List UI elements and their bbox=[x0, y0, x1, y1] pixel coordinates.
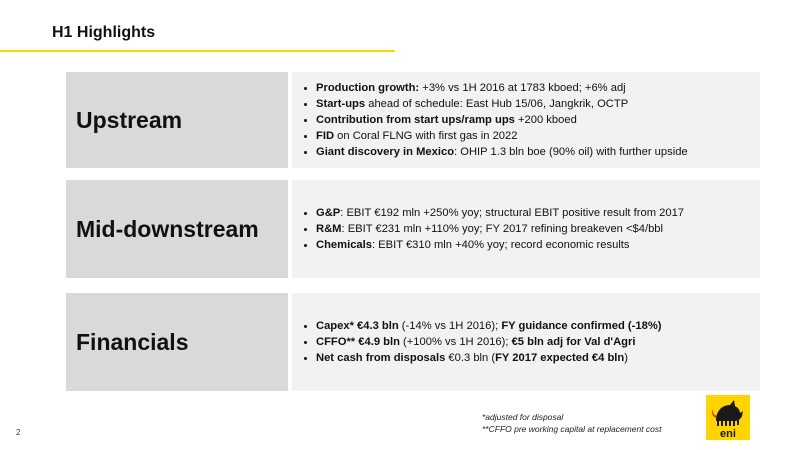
bullet-bold-text: Capex* €4.3 bln bbox=[316, 320, 399, 332]
bullet-item: Capex* €4.3 bln (-14% vs 1H 2016); FY gu… bbox=[316, 318, 760, 334]
bullet-text: €0.3 bln ( bbox=[445, 352, 496, 364]
bullet-text: ahead of schedule: East Hub 15/06, Jangk… bbox=[365, 98, 629, 110]
bullet-item: Chemicals: EBIT €310 mln +40% yoy; recor… bbox=[316, 237, 760, 253]
bullet-item: Net cash from disposals €0.3 bln (FY 201… bbox=[316, 350, 760, 366]
section-financials: Financials Capex* €4.3 bln (-14% vs 1H 2… bbox=[66, 293, 760, 391]
section-mid-downstream: Mid-downstream G&P: EBIT €192 mln +250% … bbox=[66, 180, 760, 278]
section-content: Capex* €4.3 bln (-14% vs 1H 2016); FY gu… bbox=[292, 293, 760, 391]
page-number: 2 bbox=[16, 428, 21, 437]
section-content: G&P: EBIT €192 mln +250% yoy; structural… bbox=[292, 180, 760, 278]
bullet-bold-text: Start-ups bbox=[316, 98, 366, 110]
section-content: Production growth: +3% vs 1H 2016 at 178… bbox=[292, 72, 760, 168]
section-label: Mid-downstream bbox=[66, 180, 288, 278]
bullet-bold-text: €5 bln adj for Val d'Agri bbox=[511, 336, 636, 348]
section-upstream: Upstream Production growth: +3% vs 1H 20… bbox=[66, 72, 760, 168]
bullet-bold-text: FID bbox=[316, 130, 335, 142]
bullet-text: (-14% vs 1H 2016); bbox=[398, 320, 502, 332]
footnote: *adjusted for disposal bbox=[482, 412, 564, 422]
bullet-bold-text: G&P bbox=[316, 207, 341, 219]
bullet-text: (+100% vs 1H 2016); bbox=[399, 336, 512, 348]
bullet-bold-text: FY guidance confirmed (-18%) bbox=[501, 320, 662, 332]
bullet-bold-text: Net cash from disposals bbox=[316, 352, 446, 364]
bullet-bold-text: Contribution from start ups/ramp ups bbox=[316, 114, 515, 126]
eni-logo: eni bbox=[706, 395, 750, 440]
bullet-bold-text: CFFO** €4.9 bln bbox=[316, 336, 400, 348]
bullet-item: G&P: EBIT €192 mln +250% yoy; structural… bbox=[316, 205, 760, 221]
bullet-item: Production growth: +3% vs 1H 2016 at 178… bbox=[316, 80, 760, 96]
footnotes: *adjusted for disposal **CFFO pre workin… bbox=[482, 411, 662, 435]
bullet-item: Giant discovery in Mexico: OHIP 1.3 bln … bbox=[316, 144, 760, 160]
bullet-text: : EBIT €231 mln +110% yoy; FY 2017 refin… bbox=[341, 223, 664, 235]
bullet-text: : EBIT €192 mln +250% yoy; structural EB… bbox=[340, 207, 685, 219]
title-underline bbox=[0, 50, 395, 52]
bullet-bold-text: R&M bbox=[316, 223, 342, 235]
bullet-bold-text: FY 2017 expected €4 bln bbox=[495, 352, 625, 364]
bullet-text: : EBIT €310 mln +40% yoy; record economi… bbox=[371, 239, 630, 251]
bullet-text: +200 kboed bbox=[514, 114, 577, 126]
bullet-text: : OHIP 1.3 bln boe (90% oil) with furthe… bbox=[454, 146, 688, 158]
page-title: H1 Highlights bbox=[52, 24, 156, 41]
bullet-item: FID on Coral FLNG with first gas in 2022 bbox=[316, 128, 760, 144]
bullet-item: Contribution from start ups/ramp ups +20… bbox=[316, 112, 760, 128]
bullet-list: Capex* €4.3 bln (-14% vs 1H 2016); FY gu… bbox=[302, 318, 760, 366]
bullet-list: Production growth: +3% vs 1H 2016 at 178… bbox=[302, 80, 760, 160]
bullet-text: ) bbox=[624, 352, 628, 364]
six-legged-dog-icon bbox=[712, 400, 743, 426]
bullet-bold-text: Production growth: bbox=[316, 82, 420, 94]
section-label: Upstream bbox=[66, 72, 288, 168]
bullet-bold-text: Chemicals bbox=[316, 239, 372, 251]
logo-wordmark: eni bbox=[720, 428, 736, 440]
bullet-text: on Coral FLNG with first gas in 2022 bbox=[334, 130, 518, 142]
bullet-item: R&M: EBIT €231 mln +110% yoy; FY 2017 re… bbox=[316, 221, 760, 237]
bullet-item: Start-ups ahead of schedule: East Hub 15… bbox=[316, 96, 760, 112]
bullet-item: CFFO** €4.9 bln (+100% vs 1H 2016); €5 b… bbox=[316, 334, 760, 350]
bullet-list: G&P: EBIT €192 mln +250% yoy; structural… bbox=[302, 205, 760, 253]
bullet-bold-text: Giant discovery in Mexico bbox=[316, 146, 455, 158]
footnote: **CFFO pre working capital at replacemen… bbox=[482, 424, 662, 434]
bullet-text: +3% vs 1H 2016 at 1783 kboed; +6% adj bbox=[419, 82, 626, 94]
section-label: Financials bbox=[66, 293, 288, 391]
